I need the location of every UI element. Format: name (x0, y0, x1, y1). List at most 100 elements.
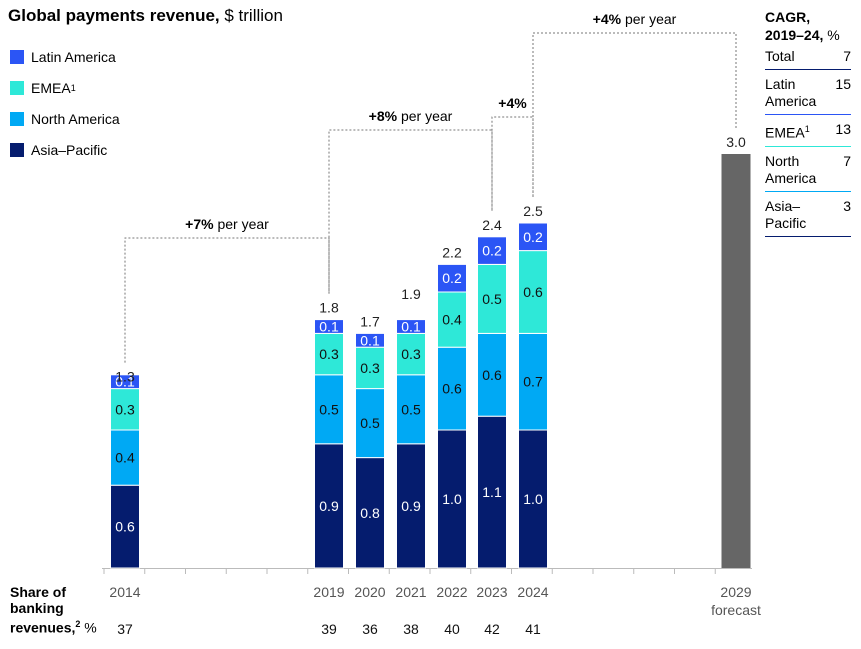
bar-label-apac-2019: 0.9 (319, 498, 339, 514)
cagr-row: Total 7 (765, 44, 851, 70)
bar-label-latam-2022: 0.2 (442, 270, 462, 286)
bar-segment-apac-2020 (355, 457, 385, 569)
bar-label-apac-2020: 0.8 (360, 505, 380, 521)
share-value-2024: 41 (525, 621, 541, 637)
cagr-row-value: 3 (843, 197, 851, 214)
bar-label-na-2022: 0.6 (442, 381, 462, 397)
total-label-2024: 2.5 (523, 203, 543, 219)
growth-label: +4% per year (593, 11, 677, 27)
share-value-2019: 39 (321, 621, 337, 637)
legend-asia-pacific: Asia–Pacific (10, 142, 107, 158)
growth-label: +4% (498, 95, 527, 111)
growth-rate: +7% (185, 216, 214, 232)
bar-segment-apac-2024 (518, 429, 548, 569)
growth-label: +7% per year (185, 216, 269, 232)
share-value-2021: 38 (403, 621, 419, 637)
cagr-row: North America 7 (765, 147, 851, 192)
bar-label-na-2023: 0.6 (482, 367, 502, 383)
bar-segment-emea-2024 (518, 250, 548, 334)
legend-label-asia-pacific: Asia–Pacific (31, 142, 108, 158)
x-tick-label-2019: 2019 (313, 584, 344, 600)
bar-segment-latam-2022 (437, 263, 467, 293)
legend-swatch-north-america (10, 112, 24, 126)
growth-label: +8% per year (369, 108, 453, 124)
x-tick-label-2023: 2023 (476, 584, 507, 600)
cagr-row: EMEA1 13 (765, 115, 851, 147)
legend-footnote-emea: 1 (70, 83, 76, 93)
cagr-row-label: North America (765, 152, 817, 186)
bar-label-latam-2014: 0.1 (115, 374, 135, 390)
total-label-2014: 1.3 (115, 369, 135, 385)
legend-label-latin-america: Latin America (31, 49, 116, 65)
cagr-rows: Total 7 Latin America 15 EMEA1 13 North Americ… (765, 44, 851, 237)
bar-label-apac-2023: 1.1 (482, 484, 502, 500)
bar-label-emea-2021: 0.3 (401, 346, 421, 362)
bar-label-emea-2022: 0.4 (442, 312, 462, 328)
x-tick-label-2020: 2020 (354, 584, 385, 600)
bar-label-apac-2021: 0.9 (401, 498, 421, 514)
bar-segment-latam-2014 (110, 374, 140, 390)
bar-label-na-2014: 0.4 (115, 450, 135, 466)
legend-swatch-latin-america (10, 50, 24, 64)
bar-segment-na-2024 (518, 332, 548, 431)
x-tick-sublabel-2029: forecast (711, 602, 761, 618)
bar-label-apac-2024: 1.0 (523, 491, 543, 507)
bar-segment-emea-2021 (396, 332, 426, 376)
bar-label-emea-2014: 0.3 (115, 401, 135, 417)
bar-label-apac-2014: 0.6 (115, 519, 135, 535)
cagr-title-text: CAGR, 2019–24, (765, 9, 824, 43)
share-label-line3: revenues,2 % (10, 616, 97, 636)
share-value-2014: 37 (117, 621, 133, 637)
growth-period: per year (621, 11, 677, 27)
bar-label-latam-2019: 0.1 (319, 319, 339, 335)
x-tick-label-2024: 2024 (517, 584, 548, 600)
share-value-2022: 40 (444, 621, 460, 637)
legend-emea: EMEA 1 (10, 80, 76, 96)
legend-north-america: North America (10, 111, 120, 127)
bar-label-na-2020: 0.5 (360, 415, 380, 431)
chart-title: Global payments revenue, $ trillion (8, 6, 283, 26)
bar-segment-latam-2020 (355, 332, 385, 348)
bar-label-latam-2024: 0.2 (523, 229, 543, 245)
cagr-row-footnote: 1 (804, 124, 810, 134)
total-label-2020: 1.7 (360, 313, 380, 329)
share-label-text: revenues, (10, 619, 76, 636)
bar-segment-na-2023 (477, 332, 507, 417)
share-value-2023: 42 (484, 621, 500, 637)
bar-segment-latam-2019 (314, 319, 344, 334)
share-label-line2: banking (10, 600, 64, 616)
bar-label-emea-2024: 0.6 (523, 284, 543, 300)
bar-segment-emea-2023 (477, 263, 507, 334)
cagr-row-label: Total (765, 48, 795, 64)
legend-swatch-emea (10, 81, 24, 95)
growth-period: per year (397, 108, 453, 124)
bar-segment-apac-2023 (477, 415, 507, 569)
share-label-line1: Share of (10, 584, 67, 600)
share-unit: % (84, 619, 97, 636)
growth-rate: +4% (498, 95, 527, 111)
bar-segment-apac-2021 (396, 443, 426, 569)
bar-label-apac-2022: 1.0 (442, 491, 462, 507)
bar-forecast-2029 (721, 154, 751, 568)
growth-bracket (532, 32, 737, 197)
cagr-unit: % (827, 27, 840, 43)
bar-label-latam-2020: 0.1 (360, 332, 380, 348)
cagr-row-value: 13 (835, 121, 851, 137)
bar-label-latam-2021: 0.1 (401, 319, 421, 335)
bar-segment-latam-2021 (396, 319, 426, 334)
chart-title-unit: $ trillion (224, 6, 283, 25)
x-tick-label-2029: 2029 (720, 584, 751, 600)
share-label: Share of banking revenues,2 % (10, 584, 97, 636)
total-label-2019: 1.8 (319, 300, 339, 316)
cagr-row-label: EMEA1 (765, 124, 810, 141)
x-tick-label-2014: 2014 (109, 584, 140, 600)
cagr-row: Latin America 15 (765, 70, 851, 115)
bar-segment-na-2014 (110, 429, 140, 486)
bar-segment-apac-2014 (110, 484, 140, 569)
legend-label-north-america: North America (31, 111, 120, 127)
total-label-2029: 3.0 (726, 134, 746, 150)
cagr-row-value: 7 (843, 48, 851, 64)
total-label-2021: 1.9 (401, 286, 421, 302)
cagr-row-label: Latin America (765, 76, 817, 109)
